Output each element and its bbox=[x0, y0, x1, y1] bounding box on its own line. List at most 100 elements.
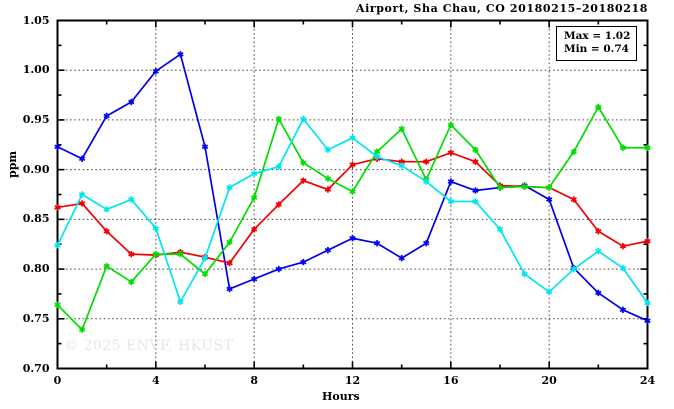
data-point-20180217-2 bbox=[103, 262, 110, 270]
data-point-20180215-12 bbox=[349, 235, 356, 242]
data-point-20180216-1 bbox=[78, 200, 86, 207]
data-point-20180218-6 bbox=[201, 254, 209, 262]
y-tick-label: 0.90 bbox=[22, 162, 50, 176]
data-point-20180215-14 bbox=[398, 254, 405, 262]
max-value-label: Max = 1.02 bbox=[564, 30, 631, 42]
x-tick-label: 16 bbox=[443, 373, 459, 387]
data-point-20180215-16 bbox=[447, 178, 455, 185]
data-point-20180218-21 bbox=[570, 265, 577, 273]
data-point-20180216-17 bbox=[472, 158, 479, 165]
data-point-20180218-15 bbox=[423, 178, 430, 185]
data-point-20180217-9 bbox=[275, 115, 282, 123]
data-point-20180218-10 bbox=[300, 115, 307, 123]
data-point-20180215-10 bbox=[300, 258, 307, 266]
data-point-20180217-7 bbox=[226, 239, 233, 246]
data-point-20180218-2 bbox=[103, 206, 110, 213]
data-point-20180216-16 bbox=[447, 149, 455, 156]
data-point-20180215-20 bbox=[545, 196, 553, 203]
data-point-20180218-12 bbox=[349, 134, 356, 142]
data-point-20180216-24 bbox=[644, 238, 651, 245]
data-point-20180217-5 bbox=[177, 250, 184, 258]
data-point-20180215-15 bbox=[423, 240, 430, 247]
data-point-20180216-12 bbox=[349, 161, 356, 168]
data-point-20180215-13 bbox=[373, 240, 381, 247]
data-point-20180216-10 bbox=[300, 177, 307, 184]
data-point-20180215-4 bbox=[152, 68, 160, 75]
stats-legend: Max = 1.02 Min = 0.74 bbox=[556, 26, 638, 61]
data-point-20180215-8 bbox=[250, 275, 258, 283]
data-point-20180216-8 bbox=[250, 226, 258, 233]
x-axis-label: Hours bbox=[322, 390, 360, 403]
data-point-20180217-23 bbox=[619, 144, 627, 151]
y-tick-label: 0.95 bbox=[22, 112, 50, 126]
data-point-20180215-9 bbox=[275, 265, 282, 273]
data-point-20180216-23 bbox=[619, 243, 627, 250]
data-point-20180217-3 bbox=[128, 278, 135, 286]
data-point-20180218-1 bbox=[78, 191, 86, 198]
data-point-20180218-11 bbox=[324, 146, 332, 153]
min-value-label: Min = 0.74 bbox=[564, 42, 629, 55]
y-tick-label: 0.75 bbox=[22, 311, 50, 325]
data-point-20180218-14 bbox=[398, 162, 405, 169]
data-point-20180218-3 bbox=[128, 196, 135, 203]
data-point-20180217-12 bbox=[349, 188, 356, 195]
x-tick-label: 20 bbox=[541, 373, 557, 387]
data-point-20180218-7 bbox=[226, 184, 233, 191]
x-tick-label: 12 bbox=[344, 373, 361, 387]
data-point-20180215-6 bbox=[201, 143, 209, 150]
data-point-20180218-9 bbox=[275, 163, 282, 170]
y-tick-label: 0.85 bbox=[22, 212, 50, 226]
y-tick-label: 0.70 bbox=[22, 361, 50, 375]
data-point-20180217-16 bbox=[447, 121, 455, 129]
data-point-20180217-11 bbox=[324, 175, 332, 182]
data-point-20180215-22 bbox=[595, 289, 602, 297]
data-point-20180215-3 bbox=[128, 98, 135, 106]
data-point-20180217-6 bbox=[201, 270, 209, 278]
y-tick-label: 1.05 bbox=[22, 13, 50, 27]
data-point-20180216-21 bbox=[570, 196, 577, 203]
data-point-20180217-14 bbox=[398, 125, 405, 133]
data-point-20180217-24 bbox=[644, 144, 651, 151]
data-point-20180217-0 bbox=[54, 301, 61, 309]
data-point-20180215-2 bbox=[103, 112, 110, 120]
data-point-20180215-0 bbox=[54, 143, 61, 150]
x-tick-label: 24 bbox=[639, 373, 656, 387]
data-point-20180217-19 bbox=[521, 183, 528, 190]
data-point-20180215-17 bbox=[472, 187, 479, 194]
data-point-20180218-23 bbox=[619, 264, 627, 272]
data-point-20180215-1 bbox=[78, 155, 86, 162]
chart-title: Airport, Sha Chau, CO 20180215–20180218 bbox=[355, 2, 648, 15]
x-tick-label: 8 bbox=[250, 373, 258, 387]
data-point-20180218-16 bbox=[447, 198, 455, 205]
data-point-20180216-22 bbox=[595, 228, 602, 235]
data-point-20180217-4 bbox=[152, 250, 160, 258]
data-point-20180218-22 bbox=[595, 247, 602, 255]
data-point-20180218-17 bbox=[472, 198, 479, 205]
data-point-20180216-0 bbox=[54, 204, 61, 211]
data-point-20180217-21 bbox=[570, 148, 577, 155]
data-point-20180218-18 bbox=[496, 226, 504, 233]
data-point-20180215-24 bbox=[644, 317, 651, 324]
data-point-20180217-17 bbox=[472, 146, 479, 153]
y-tick-label: 0.80 bbox=[22, 262, 50, 276]
data-point-20180215-5 bbox=[177, 51, 184, 58]
data-point-20180217-20 bbox=[545, 184, 553, 191]
data-point-20180216-3 bbox=[128, 250, 135, 258]
data-point-20180218-0 bbox=[54, 242, 61, 249]
data-point-20180217-22 bbox=[595, 103, 602, 111]
data-point-20180218-20 bbox=[545, 288, 553, 296]
data-point-20180216-11 bbox=[324, 186, 332, 193]
data-point-20180217-1 bbox=[78, 326, 86, 333]
data-point-20180215-11 bbox=[324, 246, 332, 254]
data-point-20180216-9 bbox=[275, 201, 282, 208]
data-point-20180218-19 bbox=[521, 270, 528, 278]
y-tick-label: 1.00 bbox=[22, 63, 50, 77]
data-point-20180217-10 bbox=[300, 159, 307, 166]
data-point-20180216-15 bbox=[423, 158, 430, 165]
data-point-20180218-24 bbox=[644, 299, 651, 307]
series-line-20180215 bbox=[57, 53, 648, 322]
data-point-20180216-7 bbox=[226, 259, 233, 267]
data-point-20180215-7 bbox=[226, 285, 233, 293]
